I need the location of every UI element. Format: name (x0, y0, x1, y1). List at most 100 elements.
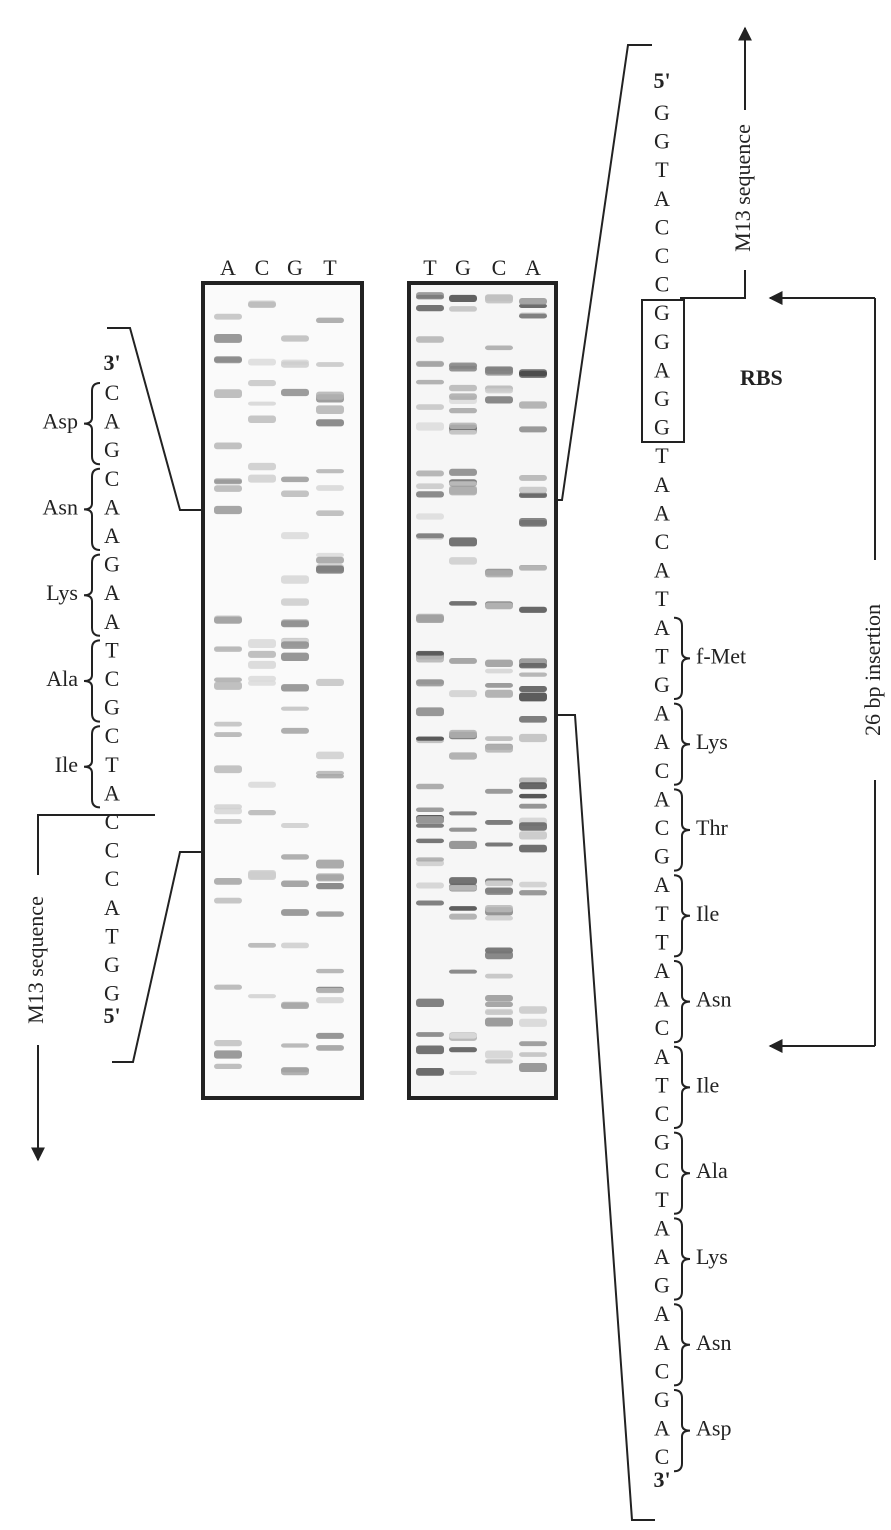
gel-band (485, 904, 513, 913)
gel-band (416, 294, 444, 300)
gel-band (519, 493, 547, 499)
gel-band (485, 973, 513, 979)
codon-brace (673, 960, 691, 1044)
gel-band (316, 469, 344, 474)
lane-label: A (220, 255, 236, 280)
gel-band (416, 651, 444, 656)
gel-band (416, 654, 444, 663)
gel-band (449, 1070, 477, 1076)
base: G (654, 1273, 670, 1298)
bracket-line (112, 851, 203, 1063)
base: C (105, 380, 120, 405)
label-bg (864, 560, 886, 780)
bracket-line (556, 714, 655, 1521)
gel-band (519, 1063, 547, 1072)
gel-band (416, 336, 444, 343)
gel-band (316, 774, 344, 779)
base: A (104, 409, 120, 434)
base: G (654, 1387, 670, 1412)
base: G (654, 329, 670, 354)
gel-band (449, 657, 477, 664)
gel-band (416, 513, 444, 520)
gel-band (519, 881, 547, 888)
base: A (654, 1044, 670, 1069)
gel-band (416, 900, 444, 906)
gel-band (519, 793, 547, 799)
gel-band (449, 486, 477, 496)
codon-brace (673, 616, 691, 700)
codon-label: Ala (46, 666, 78, 691)
codon-label: f-Met (696, 643, 746, 668)
gel-band (316, 510, 344, 516)
gel-band (316, 405, 344, 414)
gel-band (248, 650, 276, 658)
gel-band (316, 751, 344, 760)
gel-band (316, 883, 344, 890)
gel-band (248, 871, 276, 880)
gel-band (519, 370, 547, 377)
base: A (654, 615, 670, 640)
gel-band (485, 1050, 513, 1059)
base: G (654, 844, 670, 869)
codon-label: Lys (696, 1244, 728, 1269)
base: A (654, 558, 670, 583)
gel-bands (214, 292, 547, 1076)
base: C (105, 809, 120, 834)
gel-band (281, 706, 309, 711)
gel-band (416, 422, 444, 431)
gel-band (449, 840, 477, 849)
gel-band (416, 305, 444, 312)
base: C (655, 272, 670, 297)
gel-band (485, 345, 513, 351)
gel-band (519, 890, 547, 896)
gel-band (416, 1032, 444, 1037)
codon-brace (83, 725, 101, 809)
gel-band (214, 1040, 242, 1047)
base: A (654, 1330, 670, 1355)
gel-band (214, 897, 242, 904)
gel-band (485, 994, 513, 1002)
gel-band (214, 819, 242, 824)
gel-band (449, 906, 477, 911)
gel-band (449, 422, 477, 430)
base: A (104, 780, 120, 805)
gel-band (281, 476, 309, 483)
gel-band (449, 1032, 477, 1039)
gel-band (248, 401, 276, 406)
base: T (655, 1187, 669, 1212)
base: C (655, 1444, 670, 1469)
base: C (105, 466, 120, 491)
m13-label: M13 sequence (730, 124, 755, 252)
codon-label: Asn (43, 494, 78, 519)
gel-band (214, 877, 242, 885)
gel-band (214, 1050, 242, 1059)
gel-band (281, 727, 309, 734)
base: A (654, 701, 670, 726)
gel-band (485, 388, 513, 394)
codon-brace (673, 1045, 691, 1129)
codon-brace (83, 639, 101, 723)
gel-band (214, 505, 242, 515)
gel-band (214, 807, 242, 815)
base: T (655, 901, 669, 926)
gel-band (281, 854, 309, 860)
codon-label: Ile (696, 901, 719, 926)
gel-band (214, 646, 242, 652)
gel-band (281, 652, 309, 661)
codon-label: Asp (696, 1416, 731, 1441)
gel-band (519, 298, 547, 305)
base: T (105, 923, 119, 948)
gel-band (519, 1018, 547, 1027)
base: T (655, 1072, 669, 1097)
gel-band (316, 987, 344, 994)
base: A (654, 186, 670, 211)
gel-band (519, 1041, 547, 1047)
gel-band (485, 1017, 513, 1027)
gel-band (485, 744, 513, 753)
bracket-line (107, 327, 203, 511)
gel-band (281, 1043, 309, 1048)
gel-band (449, 468, 477, 476)
gel-band (416, 404, 444, 410)
codon-brace (673, 702, 691, 786)
gel-band (485, 880, 513, 887)
